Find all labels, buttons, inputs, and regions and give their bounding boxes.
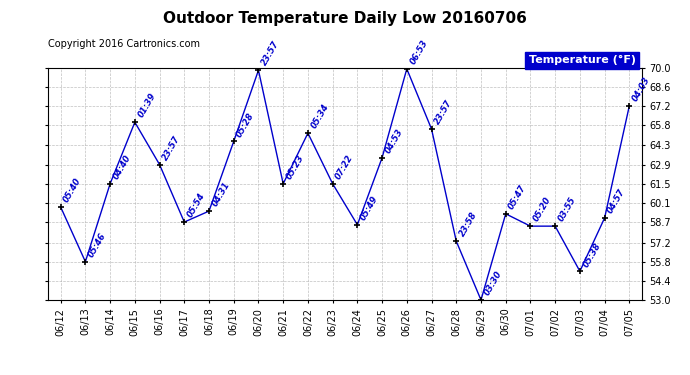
Text: 23:57: 23:57 [433,99,454,126]
Text: 23:57: 23:57 [161,134,182,162]
Text: 05:54: 05:54 [186,192,207,219]
Text: 03:55: 03:55 [557,196,578,223]
Text: 23:57: 23:57 [260,40,281,68]
Text: Copyright 2016 Cartronics.com: Copyright 2016 Cartronics.com [48,39,200,50]
Text: 05:46: 05:46 [87,231,108,259]
Text: 04:31: 04:31 [210,180,232,209]
Text: 04:03: 04:03 [631,75,652,103]
Text: 03:30: 03:30 [482,270,504,297]
Text: 05:34: 05:34 [309,103,331,130]
Text: 04:57: 04:57 [606,188,627,215]
Text: 05:20: 05:20 [532,196,553,223]
Text: 05:47: 05:47 [507,183,529,211]
Text: 07:22: 07:22 [334,153,355,181]
Text: 05:38: 05:38 [581,241,602,268]
Text: 06:53: 06:53 [408,38,429,66]
Text: 05:40: 05:40 [62,177,83,204]
Text: 05:49: 05:49 [359,194,380,222]
Text: 05:23: 05:23 [284,153,306,181]
Text: 04:40: 04:40 [112,153,132,181]
Text: Outdoor Temperature Daily Low 20160706: Outdoor Temperature Daily Low 20160706 [163,11,527,26]
Text: 01:39: 01:39 [136,92,157,119]
Text: Temperature (°F): Temperature (°F) [529,55,635,65]
Text: 04:53: 04:53 [384,127,405,155]
Text: 23:58: 23:58 [457,211,479,238]
Text: 05:28: 05:28 [235,111,257,139]
